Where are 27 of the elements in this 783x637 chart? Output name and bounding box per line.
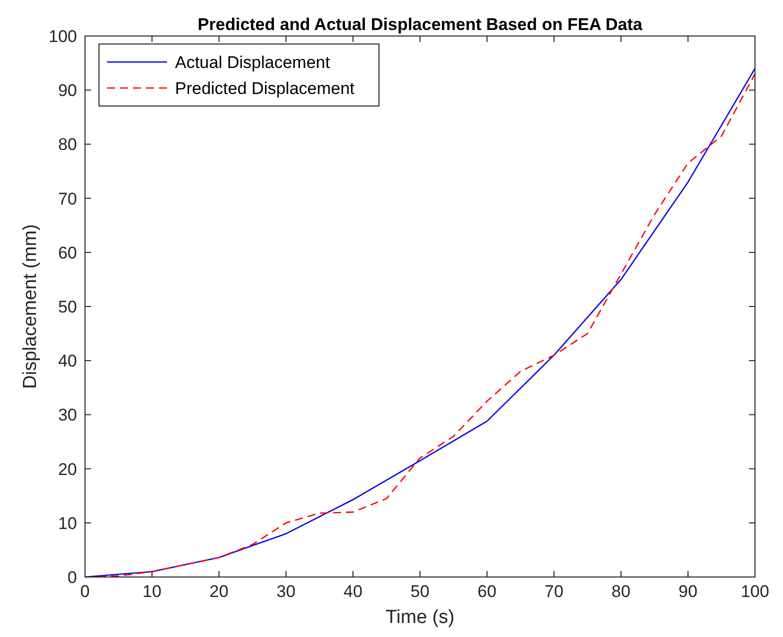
y-tick-label: 60 bbox=[58, 243, 77, 262]
y-tick-label: 90 bbox=[58, 81, 77, 100]
x-tick-label: 100 bbox=[740, 582, 770, 601]
x-tick-label: 70 bbox=[544, 582, 564, 601]
x-axis-title: Time (s) bbox=[386, 607, 454, 628]
x-tick-label: 90 bbox=[678, 582, 698, 601]
x-tick-label: 0 bbox=[80, 582, 90, 601]
x-tick-label: 80 bbox=[612, 582, 630, 601]
y-axis-title: Displacement (mm) bbox=[20, 224, 41, 389]
x-tick-label: 20 bbox=[210, 582, 228, 601]
x-tick-label: 10 bbox=[142, 582, 162, 601]
y-tick-label: 100 bbox=[48, 27, 77, 46]
y-tick-label: 50 bbox=[58, 298, 77, 316]
x-tick-label: 50 bbox=[410, 582, 430, 601]
y-tick-label: 30 bbox=[58, 406, 77, 425]
y-tick-label: 10 bbox=[58, 514, 77, 533]
y-tick-label: 80 bbox=[58, 135, 77, 154]
legend-label: Actual Displacement bbox=[175, 53, 330, 72]
x-tick-label: 60 bbox=[478, 582, 496, 601]
chart-title: Predicted and Actual Displacement Based on FEA Data bbox=[198, 15, 643, 34]
y-tick-label: 20 bbox=[58, 460, 77, 479]
legend-label: Predicted Displacement bbox=[175, 79, 355, 98]
x-tick-label: 40 bbox=[344, 582, 362, 601]
y-tick-label: 70 bbox=[58, 189, 77, 208]
y-tick-label: 40 bbox=[58, 352, 77, 371]
y-tick-label: 0 bbox=[68, 568, 77, 587]
x-tick-label: 30 bbox=[276, 582, 296, 601]
